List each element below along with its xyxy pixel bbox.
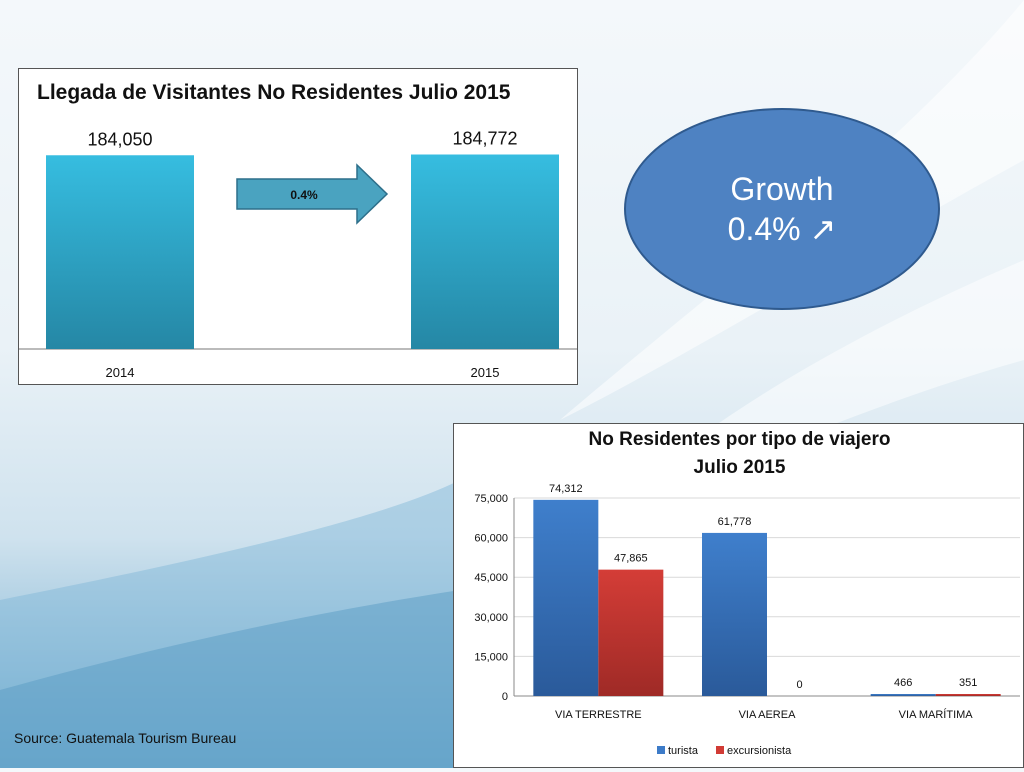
- category-label-2015: 2015: [471, 365, 500, 380]
- y-tick-label: 75,000: [474, 493, 508, 505]
- bar-2015: [411, 154, 559, 349]
- data-label-excursionista: 351: [959, 677, 977, 689]
- growth-arrow-icon: 0.4%: [236, 163, 389, 225]
- data-label-turista: 61,778: [718, 516, 752, 528]
- traveler-type-plot: 0 15,000 30,000 45,000 60,000 75,000 74,312 47…: [474, 483, 1020, 757]
- chart-title-line-2: Julio 2015: [693, 457, 786, 478]
- legend-label-turista: turista: [668, 745, 699, 757]
- growth-bubble: Growth 0.4% ↗: [624, 108, 940, 310]
- growth-value-row: 0.4% ↗: [728, 209, 837, 249]
- chart-title: Llegada de Visitantes No Residentes Juli…: [37, 81, 511, 104]
- bar-turista: [533, 499, 599, 696]
- y-tick-label: 0: [502, 691, 508, 703]
- bar-turista: [702, 532, 767, 696]
- value-label-2015: 184,772: [452, 129, 517, 149]
- bar-2014: [46, 155, 194, 349]
- bar-turista: [870, 694, 936, 696]
- y-tick-label: 45,000: [474, 572, 508, 584]
- legend: turista excursionista: [657, 745, 792, 757]
- bar-excursionista: [598, 569, 664, 696]
- visitor-arrivals-plot: 184,050 2014 184,772 2015 0.4%: [19, 129, 577, 380]
- source-note: Source: Guatemala Tourism Bureau: [14, 730, 237, 746]
- category-label-2014: 2014: [106, 365, 135, 380]
- growth-label: Growth: [730, 171, 834, 207]
- growth-arrow-label: 0.4%: [290, 188, 318, 202]
- category-label: VIA TERRESTRE: [555, 709, 642, 721]
- legend-label-excursionista: excursionista: [727, 745, 792, 757]
- y-tick-label: 15,000: [474, 651, 508, 663]
- bar-excursionista: [935, 694, 1001, 696]
- category-label: VIA MARÍTIMA: [899, 708, 974, 721]
- arrow-up-right-icon: ↗: [809, 211, 837, 247]
- data-label-excursionista: 0: [796, 679, 802, 691]
- y-tick-label: 30,000: [474, 612, 508, 624]
- chart-title-line-1: No Residentes por tipo de viajero: [588, 429, 891, 450]
- data-label-turista: 466: [894, 677, 912, 689]
- value-label-2014: 184,050: [87, 129, 152, 149]
- traveler-type-chart: No Residentes por tipo de viajero Julio …: [453, 423, 1024, 768]
- y-tick-label: 60,000: [474, 533, 508, 545]
- category-label: VIA AEREA: [739, 709, 797, 721]
- visitor-arrivals-chart: Llegada de Visitantes No Residentes Juli…: [18, 68, 578, 385]
- legend-swatch-excursionista: [716, 746, 724, 754]
- data-label-turista: 74,312: [549, 483, 583, 495]
- legend-swatch-turista: [657, 746, 665, 754]
- data-label-excursionista: 47,865: [614, 553, 648, 565]
- growth-value: 0.4%: [727, 211, 801, 247]
